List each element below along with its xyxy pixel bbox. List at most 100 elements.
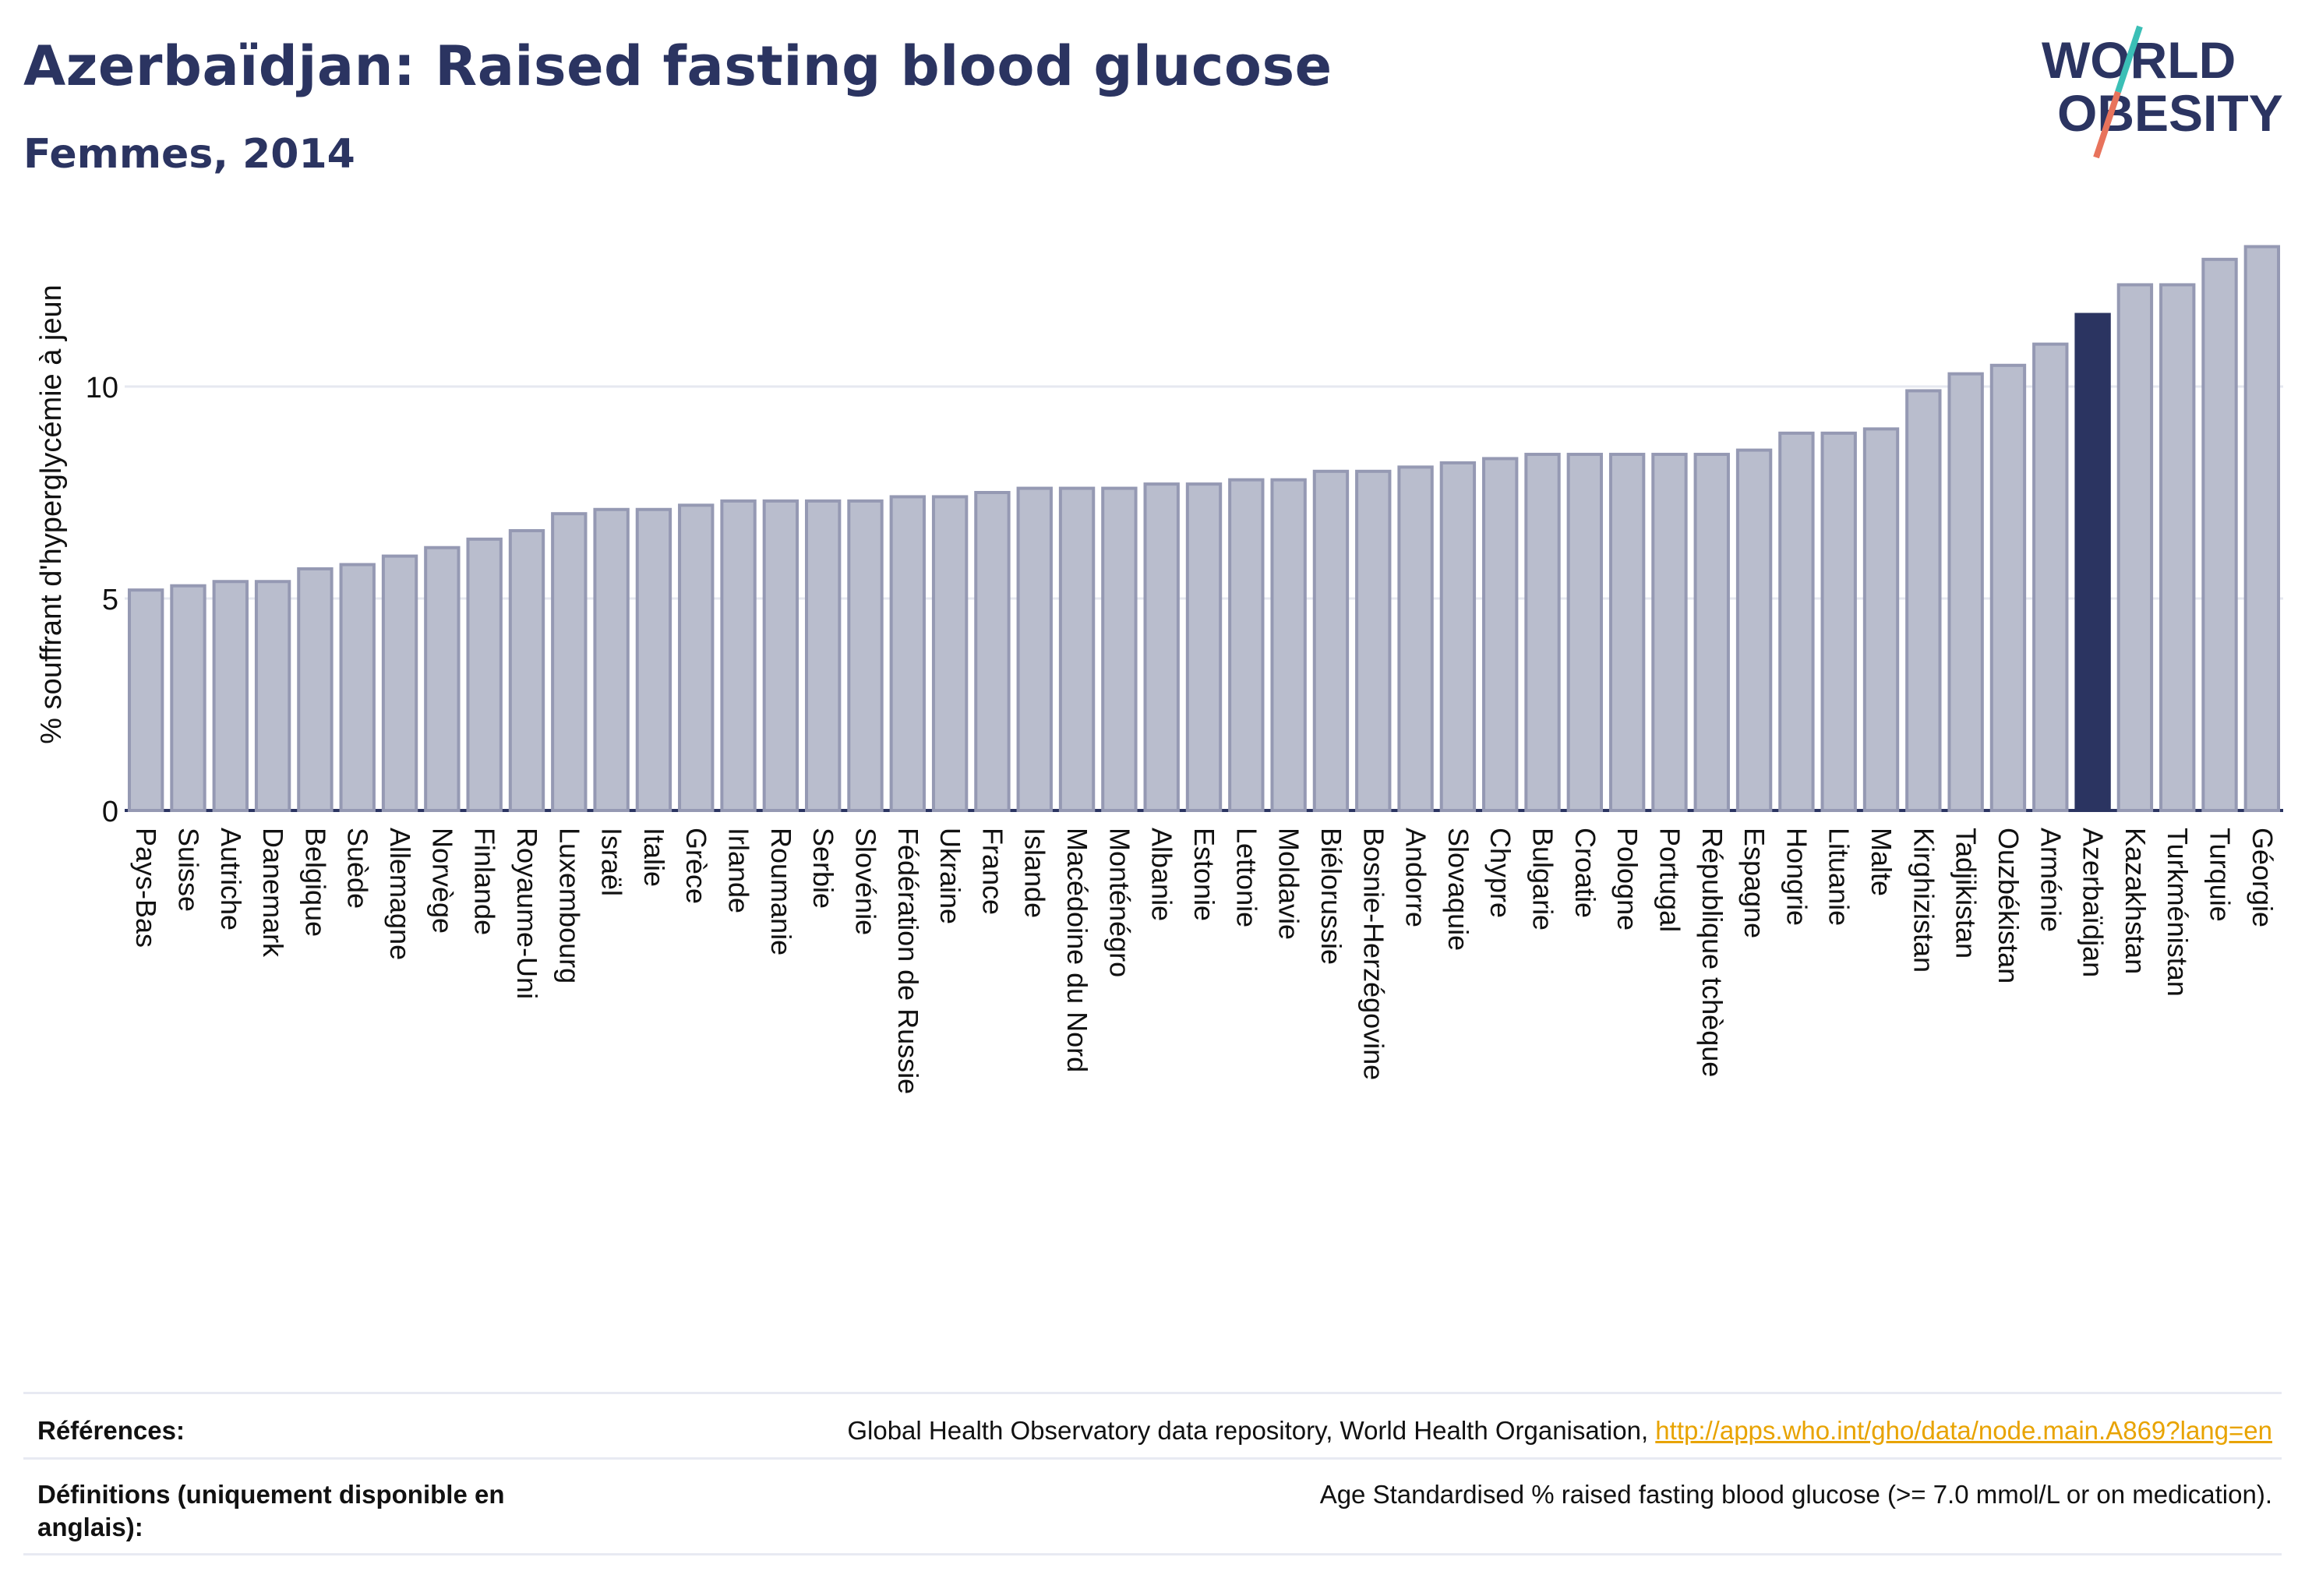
references-source: Global Health Observatory data repositor… [847,1416,1656,1445]
x-tick-label: Chypre [1484,828,1516,918]
bar-lettonie[interactable] [1228,478,1265,812]
x-tick-label: Ouzbékistan [1993,828,2024,983]
bar-république-tchèque[interactable] [1693,453,1730,812]
x-tick-label: Slovaquie [1442,828,1474,951]
bar-kirghizistan[interactable] [1905,389,1942,812]
bar-autriche[interactable] [212,580,249,812]
x-tick-label: Danemark [257,828,289,958]
label-layer: 0 5 10 Pays-Bas Suisse Autriche Danemark Belgiq… [86,372,2279,1094]
references-table: Références: Global Health Observatory da… [23,1392,2282,1555]
bar-malte[interactable] [1862,427,1900,813]
references-text: Global Health Observatory data repositor… [847,1414,2282,1447]
bar-chart: 0 5 10 Pays-Bas Suisse Autriche Danemark Belgiq… [35,245,2283,1094]
y-tick-label: 0 [102,796,118,828]
bar-azerbaïdjan[interactable] [2074,312,2111,812]
x-tick-label: Fédération de Russie [892,828,924,1094]
x-tick-label: Albanie [1146,828,1178,921]
y-tick-label: 5 [102,584,118,616]
x-tick-label: Suède [342,828,374,909]
bar-norvège[interactable] [424,546,461,812]
bar-grèce[interactable] [678,503,715,812]
bar-suède[interactable] [339,563,376,812]
definitions-row: Définitions (uniquement disponible en an… [23,1457,2282,1555]
bar-israël[interactable] [593,507,630,812]
bar-fédération-de-russie[interactable] [889,495,926,812]
logo-slash-teal [2115,25,2143,94]
x-tick-label: Monténégro [1103,828,1135,977]
x-tick-label: Suisse [172,828,204,912]
x-tick-label: Grèce [680,828,712,904]
chart-title: Azerbaïdjan: Raised fasting blood glucos… [23,34,1333,98]
bar-layer [127,245,2281,813]
x-tick-label: Irlande [723,828,755,913]
bar-andorre[interactable] [1397,465,1434,812]
x-tick-label: Ukraine [934,828,966,924]
x-tick-label: Bulgarie [1527,828,1559,930]
bar-lituanie[interactable] [1820,431,1857,813]
bar-france[interactable] [974,491,1011,812]
bar-biélorussie[interactable] [1312,469,1350,812]
x-tick-label: Malte [1866,828,1897,896]
bar-danemark[interactable] [254,580,291,812]
x-tick-label: France [976,828,1008,915]
bar-ouzbékistan[interactable] [1989,363,2027,812]
x-tick-label: Lettonie [1230,828,1262,927]
x-tick-label: Biélorussie [1315,828,1347,965]
logo-slash-coral [2093,90,2121,159]
bar-italie[interactable] [635,507,672,812]
y-axis-label: % souffrant d'hyperglycémie à jeun [35,284,68,744]
bar-albanie[interactable] [1143,482,1180,812]
bar-suisse[interactable] [170,584,206,812]
definitions-text: Age Standardised % raised fasting blood … [1319,1480,2272,1509]
bar-ukraine[interactable] [931,495,969,812]
x-tick-label: Serbie [807,828,839,909]
bar-belgique[interactable] [297,567,334,812]
bar-pays-bas[interactable] [127,588,164,812]
references-link[interactable]: http://apps.who.int/gho/data/node.main.A… [1655,1416,2272,1445]
bar-moldavie[interactable] [1270,478,1307,812]
bar-irlande[interactable] [720,499,757,812]
bar-allemagne[interactable] [381,554,418,812]
x-tick-label: Azerbaïdjan [2077,828,2109,977]
bar-turquie[interactable] [2201,257,2238,812]
bar-slovaquie[interactable] [1439,461,1477,812]
bar-kazakhstan[interactable] [2116,283,2154,812]
bar-turkménistan[interactable] [2159,283,2196,812]
x-tick-label: Andorre [1400,828,1432,927]
logo-line2: OBESITY [2057,84,2283,142]
x-tick-label: Estonie [1188,828,1220,921]
bar-bulgarie[interactable] [1524,453,1561,812]
definitions-label: Définitions (uniquement disponible en an… [37,1480,505,1541]
bar-espagne[interactable] [1735,448,1773,812]
bar-roumanie[interactable] [762,499,800,812]
bar-pologne[interactable] [1608,453,1646,812]
x-tick-label: Espagne [1738,828,1770,938]
bar-slovénie[interactable] [847,499,884,812]
references-row: Références: Global Health Observatory da… [23,1392,2282,1457]
bar-géorgie[interactable] [2243,245,2281,813]
bar-estonie[interactable] [1185,482,1223,812]
x-tick-label: Kirghizistan [1908,828,1940,973]
bar-islande[interactable] [1016,486,1053,812]
x-tick-label: Arménie [2035,828,2067,932]
bar-chypre[interactable] [1482,457,1519,812]
x-tick-label: Kazakhstan [2120,828,2151,974]
bar-arménie[interactable] [2032,342,2069,813]
bar-tadjikistan[interactable] [1947,372,1984,812]
bar-portugal[interactable] [1651,453,1688,812]
bar-croatie[interactable] [1566,453,1604,812]
bar-monténégro[interactable] [1101,486,1138,812]
x-tick-label: Géorgie [2247,828,2279,927]
bar-royaume-uni[interactable] [508,528,545,813]
bar-luxembourg[interactable] [551,512,588,812]
bar-bosnie-herzégovine[interactable] [1355,469,1392,812]
bar-macédoine-du-nord[interactable] [1058,486,1096,812]
references-label: Références: [37,1416,185,1445]
bar-serbie[interactable] [804,499,842,812]
x-tick-label: Hongrie [1781,828,1813,926]
bar-hongrie[interactable] [1778,431,1815,813]
x-tick-label: Macédoine du Nord [1061,828,1093,1072]
bar-finlande[interactable] [466,537,503,813]
x-tick-label: Islande [1019,828,1051,918]
x-tick-label: Turkménistan [2162,828,2194,997]
